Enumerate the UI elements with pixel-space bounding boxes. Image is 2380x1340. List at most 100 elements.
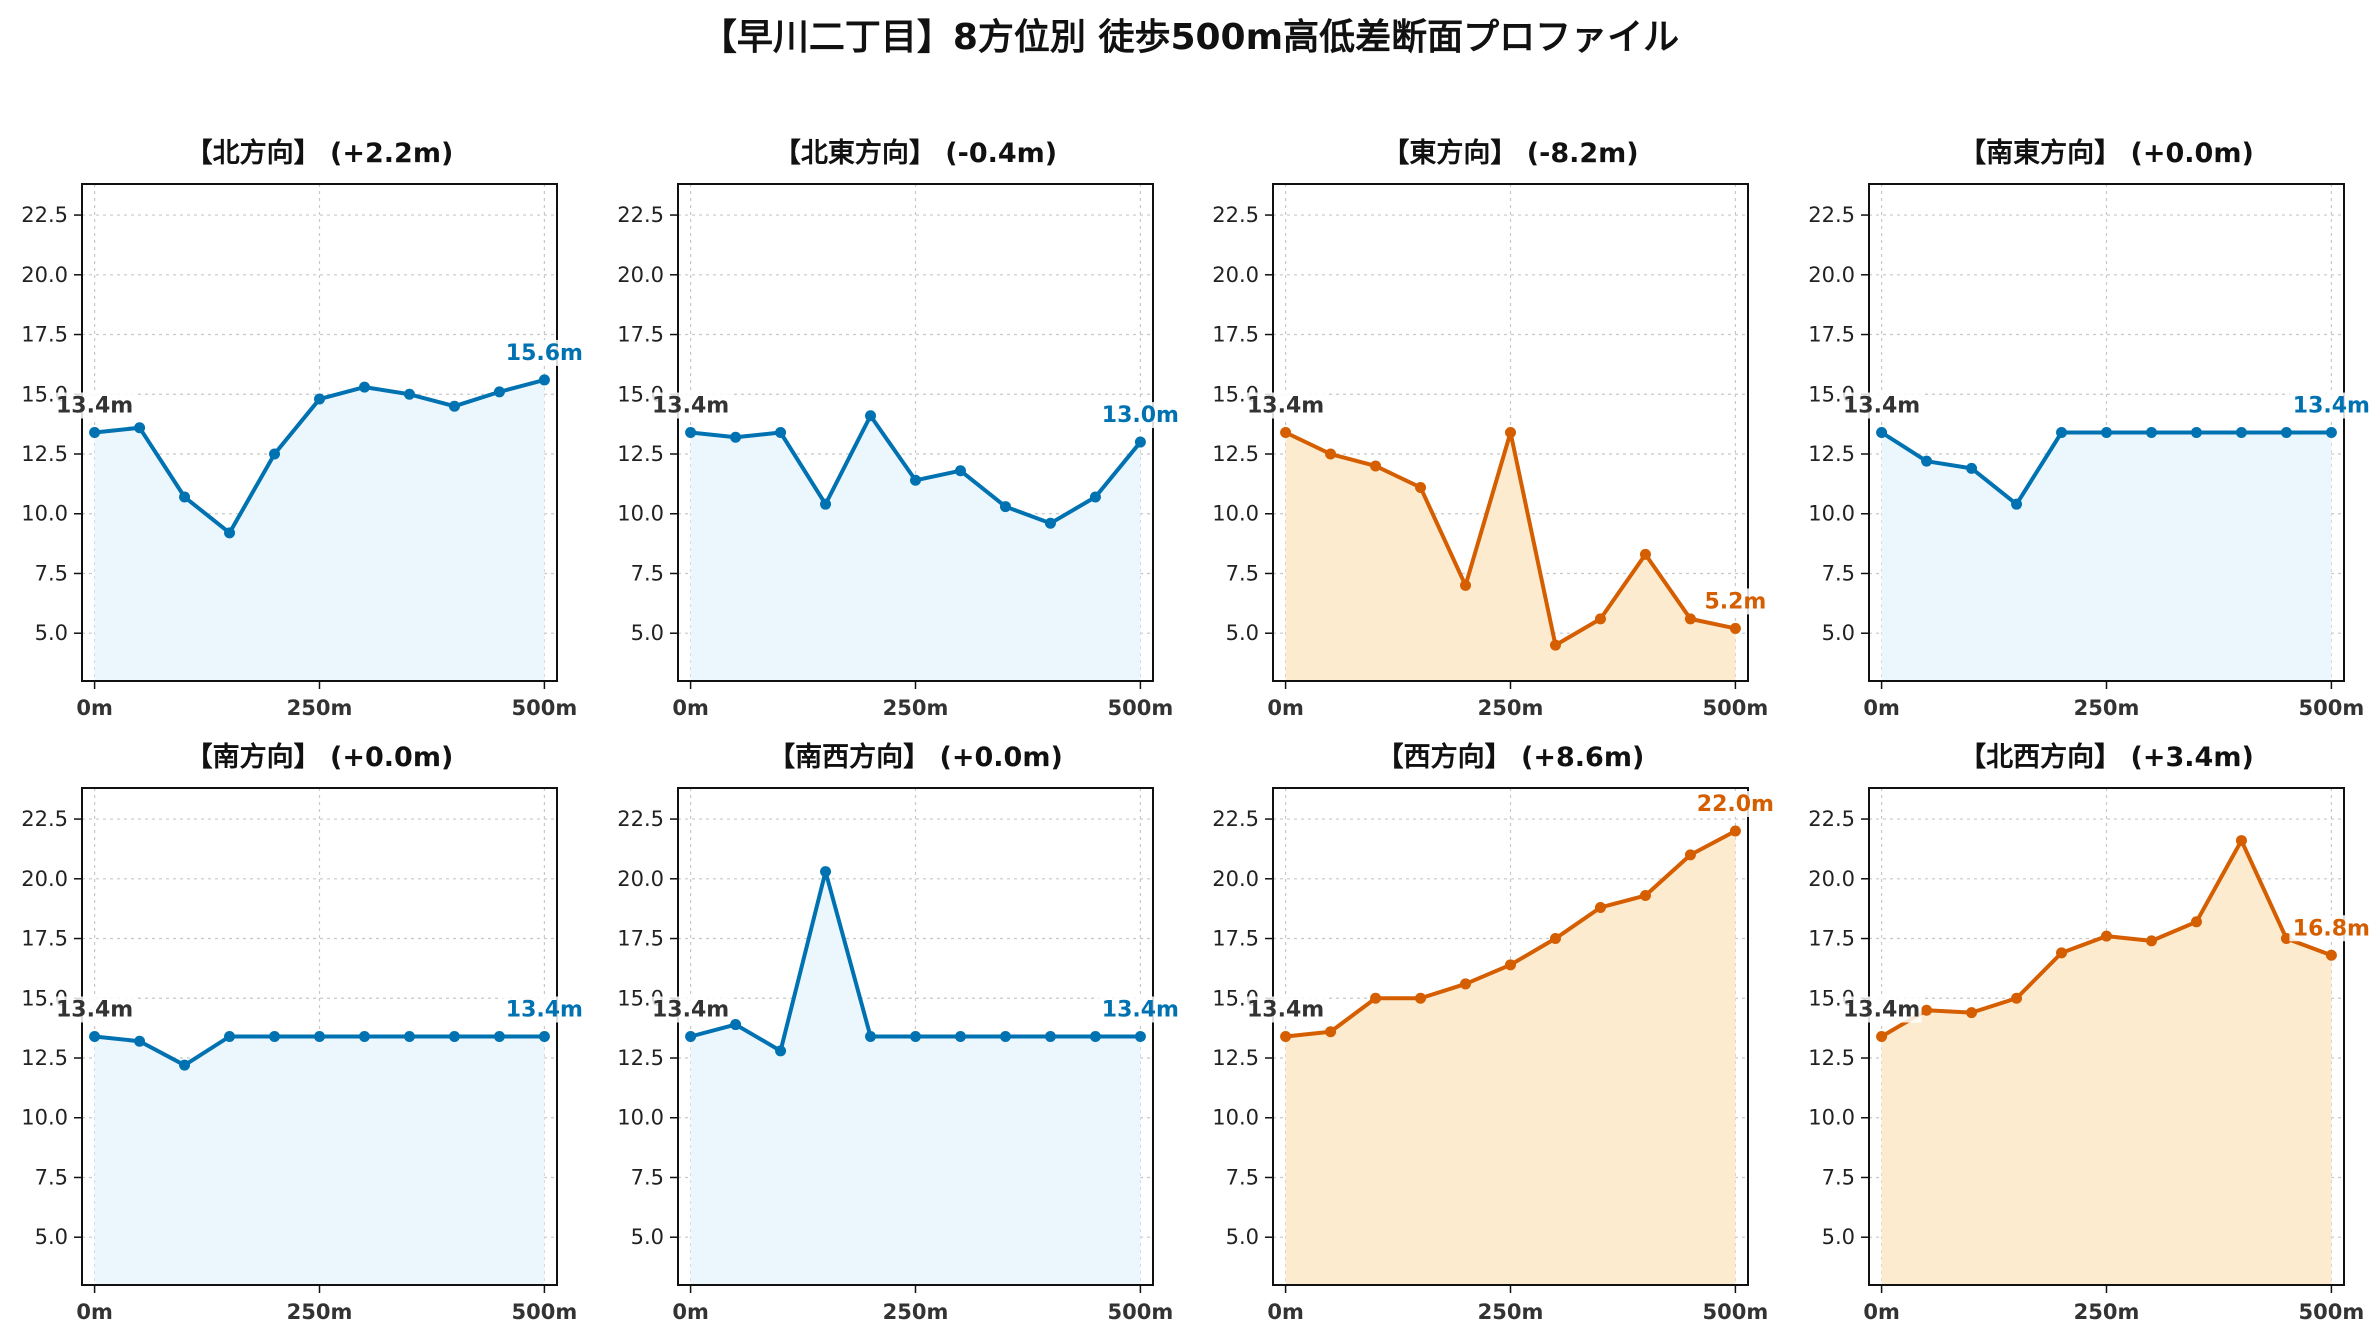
- x-tick-label: 250m: [287, 1300, 353, 1324]
- x-tick-label: 500m: [512, 696, 578, 720]
- y-tick-label: 7.5: [1226, 1165, 1259, 1189]
- start-label: 13.4m: [56, 998, 133, 1023]
- y-tick-label: 12.5: [1808, 442, 1855, 466]
- y-tick-label: 22.5: [1808, 203, 1855, 227]
- data-point: [1134, 436, 1146, 448]
- data-point: [775, 1045, 787, 1057]
- y-tick-label: 10.0: [1212, 1106, 1259, 1130]
- y-tick-label: 20.0: [617, 263, 664, 287]
- start-label: 13.4m: [652, 394, 729, 419]
- data-point: [2101, 930, 2112, 942]
- x-tick-label: 250m: [1478, 1300, 1544, 1324]
- area-fill: [94, 379, 545, 681]
- profile-line: [690, 869, 1141, 1053]
- panel-title: 【西方向】 (+8.6m): [1377, 741, 1645, 773]
- end-label: 5.2m: [1704, 589, 1766, 614]
- data-point: [2280, 933, 2292, 945]
- x-tick-label: 500m: [512, 1300, 578, 1324]
- x-tick-label: 500m: [1703, 1300, 1769, 1324]
- y-tick-label: 5.0: [1822, 621, 1855, 645]
- data-point: [865, 1031, 877, 1042]
- area-fill: [1881, 840, 2332, 1285]
- y-tick-label: 7.5: [1822, 1165, 1855, 1189]
- data-point: [2190, 916, 2202, 928]
- data-point: [999, 501, 1011, 513]
- data-point: [2235, 835, 2247, 847]
- y-tick-label: 12.5: [617, 1046, 664, 1070]
- y-tick-label: 10.0: [617, 502, 664, 526]
- data-point: [1876, 1031, 1888, 1042]
- data-point: [2011, 992, 2023, 1004]
- data-point: [1280, 1031, 1292, 1042]
- end-label: 13.4m: [1102, 998, 1179, 1023]
- data-point: [1549, 639, 1561, 651]
- x-tick-label: 500m: [1108, 1300, 1174, 1324]
- data-point: [1415, 481, 1427, 493]
- data-point: [1134, 1031, 1146, 1042]
- panel-4: 【南東方向】 (+0.0m)5.07.510.012.515.017.520.0…: [1808, 137, 2374, 720]
- data-point: [134, 1035, 146, 1047]
- data-point: [1280, 427, 1292, 438]
- y-tick-label: 12.5: [1212, 442, 1259, 466]
- panel-3: 【東方向】 (-8.2m)5.07.510.012.515.017.520.02…: [1212, 137, 1778, 720]
- data-point: [910, 474, 921, 486]
- data-point: [1089, 1031, 1101, 1042]
- panel-title: 【北東方向】 (-0.4m): [774, 137, 1057, 169]
- data-point: [730, 1019, 742, 1031]
- data-point: [2056, 947, 2068, 959]
- data-point: [403, 388, 415, 400]
- start-label: 13.4m: [56, 394, 133, 419]
- x-tick-label: 250m: [287, 696, 353, 720]
- data-point: [999, 1031, 1011, 1042]
- end-label-bg: [1098, 996, 1183, 1023]
- y-tick-label: 17.5: [1808, 927, 1855, 951]
- panel-5: 【南方向】 (+0.0m)5.07.510.012.515.017.520.02…: [21, 741, 587, 1324]
- y-tick-label: 10.0: [21, 1106, 68, 1130]
- y-tick-label: 20.0: [1212, 867, 1259, 891]
- data-point: [1684, 613, 1696, 625]
- data-point: [538, 1031, 550, 1042]
- end-label: 16.8m: [2293, 916, 2370, 941]
- data-point: [1549, 933, 1561, 945]
- data-point: [1729, 825, 1741, 837]
- y-tick-label: 22.5: [21, 203, 68, 227]
- area-fill: [1285, 432, 1736, 681]
- y-tick-label: 5.0: [35, 621, 68, 645]
- y-tick-label: 17.5: [617, 927, 664, 951]
- panel-title: 【北方向】 (+2.2m): [186, 137, 454, 169]
- data-point: [224, 1031, 236, 1042]
- x-tick-label: 0m: [76, 696, 113, 720]
- data-point: [2011, 498, 2023, 510]
- data-point: [820, 866, 832, 878]
- x-tick-label: 250m: [2074, 696, 2140, 720]
- y-tick-label: 12.5: [617, 442, 664, 466]
- data-point: [1729, 622, 1741, 634]
- x-tick-label: 250m: [883, 696, 949, 720]
- x-tick-label: 500m: [2299, 696, 2365, 720]
- x-tick-label: 250m: [1478, 696, 1544, 720]
- data-point: [1966, 1007, 1978, 1019]
- end-label: 13.4m: [506, 998, 583, 1023]
- area-fill: [690, 415, 1141, 681]
- data-point: [358, 381, 370, 393]
- end-label-bg: [502, 339, 587, 366]
- end-label-bg: [1693, 588, 1778, 615]
- y-tick-label: 22.5: [617, 203, 664, 227]
- data-point: [493, 386, 505, 398]
- x-tick-label: 0m: [672, 1300, 709, 1324]
- y-tick-label: 5.0: [631, 621, 664, 645]
- y-tick-label: 10.0: [1808, 502, 1855, 526]
- data-point: [358, 1031, 370, 1042]
- data-point: [1370, 460, 1382, 472]
- y-tick-label: 7.5: [1822, 561, 1855, 585]
- y-tick-label: 5.0: [1226, 1225, 1259, 1249]
- end-label: 22.0m: [1697, 792, 1774, 817]
- y-tick-label: 20.0: [21, 263, 68, 287]
- y-tick-label: 20.0: [1212, 263, 1259, 287]
- area-fill: [1285, 831, 1736, 1285]
- x-tick-label: 0m: [1863, 696, 1900, 720]
- start-label-bg: [650, 996, 731, 1023]
- start-label-bg: [1245, 392, 1326, 419]
- data-point: [2101, 427, 2112, 438]
- start-label-bg: [54, 996, 135, 1023]
